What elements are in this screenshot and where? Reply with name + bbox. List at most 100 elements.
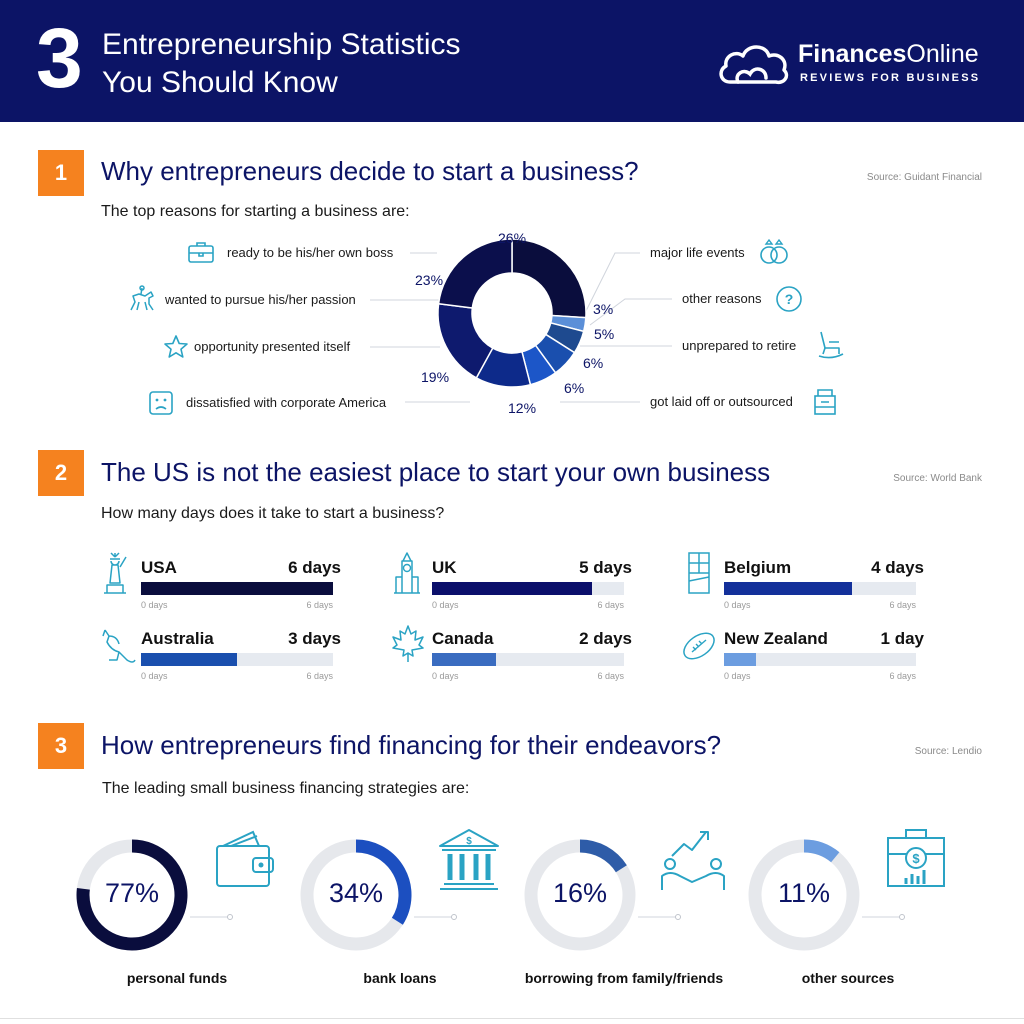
country-bar-uk: UK 5 days 0 days 6 days (392, 558, 632, 618)
bar-track (141, 582, 333, 595)
ring-arc-other-sources (803, 839, 840, 863)
brand-name: FinancesOnline (798, 40, 979, 68)
section1-title: Why entrepreneurs decide to start a busi… (101, 156, 639, 186)
section3-source: Source: Lendio (914, 746, 982, 757)
axis-min-label: 0 days (432, 671, 459, 681)
axis-min-label: 0 days (141, 600, 168, 610)
country-days-label: 2 days (579, 629, 632, 648)
country-bar-new-zealand: New Zealand 1 day 0 days 6 days (684, 629, 924, 689)
leader-dot (227, 914, 233, 920)
axis-min-label: 0 days (724, 600, 751, 610)
maple-leaf-icon (392, 625, 424, 662)
leader-line (589, 298, 672, 326)
donut-slice-ready-to-be-his-her-own-boss (511, 238, 587, 319)
section2-source: Source: World Bank (893, 473, 982, 484)
country-name: Belgium (724, 558, 792, 577)
axis-min-label: 0 days (724, 671, 751, 681)
axis-max-label: 6 days (889, 671, 916, 681)
country-name: Australia (141, 629, 214, 648)
section1-source: Source: Guidant Financial (866, 172, 982, 183)
axis-max-label: 6 days (306, 600, 333, 610)
axis-max-label: 6 days (597, 671, 624, 681)
reason-label-own-boss: ready to be his/her own boss (227, 245, 394, 260)
rings-icon (760, 238, 788, 264)
svg-text:?: ? (785, 291, 794, 307)
section1-subtitle: The top reasons for starting a business … (101, 203, 410, 220)
bar-fill (432, 653, 496, 666)
reason-label-life-events: major life events (650, 245, 745, 260)
rugby-ball-icon (683, 632, 715, 660)
pct-label-personal-funds: 77% (104, 878, 160, 908)
big-ben-icon (394, 552, 420, 594)
reason-label-passion: wanted to pursue his/her passion (165, 292, 356, 307)
pct-label-life-events: 3% (593, 301, 614, 317)
star-icon (164, 335, 188, 358)
bar-fill (724, 653, 756, 666)
section3-subtitle: The leading small business financing str… (102, 780, 470, 797)
brand-tagline: REVIEWS FOR BUSINESS (800, 72, 981, 84)
label-family-friends: borrowing from family/friends (524, 970, 724, 986)
section1-badge: 1 (38, 150, 84, 196)
pct-label-passion: 23% (415, 272, 444, 288)
axis-max-label: 6 days (306, 671, 333, 681)
pct-label-other: 5% (594, 326, 615, 342)
pct-label-bank-loans: 34% (328, 878, 384, 908)
wallet-icon (216, 830, 274, 887)
briefcase-icon (188, 242, 214, 263)
sad-face-icon (149, 391, 173, 415)
ring-arc-borrowing-from-family-friends (579, 839, 627, 873)
reason-label-opportunity: opportunity presented itself (194, 339, 351, 354)
financing-ring-charts (76, 839, 905, 951)
ring-arc-bank-loans (355, 839, 412, 925)
country-days-label: 1 day (880, 629, 924, 648)
footer-divider (0, 1018, 1024, 1019)
country-bar-belgium: Belgium 4 days 0 days 6 days (684, 558, 924, 618)
bar-fill (141, 582, 333, 595)
reason-label-retire: unprepared to retire (682, 338, 797, 353)
axis-min-label: 0 days (141, 671, 168, 681)
pct-label-laid-off: 6% (564, 380, 585, 396)
pct-label-other-sources: 11% (777, 878, 831, 908)
reason-label-laid-off: got laid off or outsourced (650, 394, 793, 409)
donut-slice-wanted-to-pursue-his-her-passion (437, 238, 513, 309)
bar-fill (432, 582, 592, 595)
header-number: 3 (36, 11, 83, 105)
header-banner: 3 Entrepreneurship Statistics You Should… (0, 0, 1024, 122)
reasons-donut-chart (370, 238, 672, 403)
label-other-sources: other sources (801, 970, 895, 986)
leader-dot (675, 914, 681, 920)
kangaroo-icon (102, 629, 136, 663)
statue-of-liberty-icon (104, 552, 127, 594)
axis-max-label: 6 days (597, 600, 624, 610)
header-title-line2: You Should Know (102, 66, 338, 99)
bank-icon: $ (439, 829, 499, 890)
country-days-label: 5 days (579, 558, 632, 577)
bar-fill (141, 653, 237, 666)
financesonline-logo[interactable]: FinancesOnline REVIEWS FOR BUSINESS (716, 38, 996, 88)
leader-dot (899, 914, 905, 920)
cloud-logo-icon (719, 45, 789, 85)
horse-rider-icon (130, 285, 154, 311)
section2-subtitle: How many days does it take to start a bu… (101, 505, 445, 522)
bar-track (724, 582, 916, 595)
country-name: USA (141, 558, 177, 577)
label-personal-funds: personal funds (126, 970, 228, 986)
bar-track (141, 653, 333, 666)
leader-line (584, 252, 640, 314)
bar-fill (724, 582, 852, 595)
section3-title: How entrepreneurs find financing for the… (101, 730, 722, 760)
country-name: UK (432, 558, 457, 577)
label-bank-loans: bank loans (363, 970, 437, 986)
bar-track (432, 653, 624, 666)
country-days-label: 4 days (871, 558, 924, 577)
section2-title: The US is not the easiest place to start… (101, 457, 771, 487)
pct-label-opportunity: 19% (421, 369, 450, 385)
section2-badge: 2 (38, 450, 84, 496)
country-days-label: 3 days (288, 629, 341, 648)
section3-badge: 3 (38, 723, 84, 769)
handshake-icon (661, 831, 725, 890)
svg-text:$: $ (912, 851, 920, 866)
question-icon: ? (776, 286, 802, 312)
axis-min-label: 0 days (432, 600, 459, 610)
leader-dot (451, 914, 457, 920)
